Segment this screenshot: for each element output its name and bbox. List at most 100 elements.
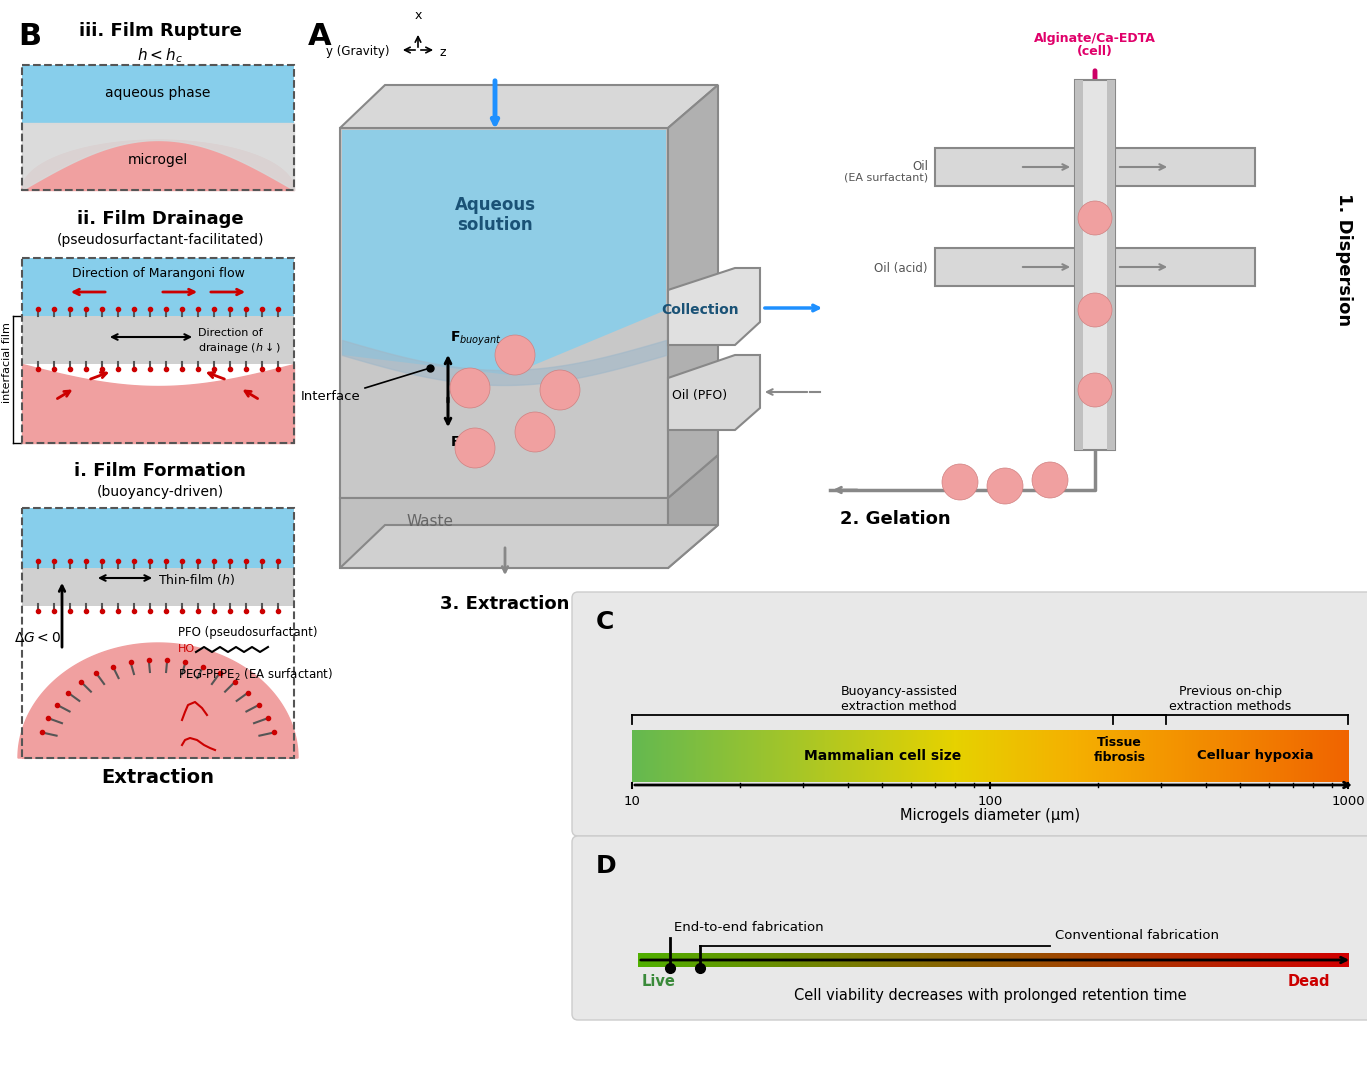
Bar <box>659 953 662 968</box>
Bar <box>1092 729 1095 782</box>
Bar <box>638 953 641 968</box>
Bar <box>1251 953 1254 968</box>
Bar <box>1208 953 1211 968</box>
Bar <box>997 953 999 968</box>
Bar <box>1074 953 1077 968</box>
Text: D: D <box>596 854 617 878</box>
Bar <box>1091 953 1094 968</box>
Bar <box>984 729 987 782</box>
Bar <box>1192 953 1195 968</box>
Text: drainage ($h\downarrow$): drainage ($h\downarrow$) <box>198 340 282 355</box>
Bar <box>1010 953 1013 968</box>
Bar <box>966 953 969 968</box>
Bar <box>707 953 709 968</box>
Bar <box>716 953 719 968</box>
Bar <box>835 953 838 968</box>
Bar <box>764 953 767 968</box>
Bar <box>1270 953 1273 968</box>
Bar <box>1182 953 1185 968</box>
Bar <box>644 953 647 968</box>
Bar <box>796 953 798 968</box>
Bar <box>890 729 893 782</box>
Bar <box>719 953 722 968</box>
Bar <box>1033 953 1036 968</box>
Bar <box>753 953 756 968</box>
Bar <box>982 729 984 782</box>
Bar <box>781 729 783 782</box>
Text: Celluar hypoxia: Celluar hypoxia <box>1196 749 1314 762</box>
Bar <box>919 953 921 968</box>
Text: Microgels diameter (μm): Microgels diameter (μm) <box>899 808 1080 823</box>
Bar <box>640 953 642 968</box>
Bar <box>999 729 1002 782</box>
Bar <box>1340 729 1342 782</box>
Bar <box>1150 953 1152 968</box>
Text: 1. Dispersion: 1. Dispersion <box>1336 193 1353 327</box>
Bar <box>849 953 852 968</box>
Bar <box>664 729 667 782</box>
Bar <box>718 729 720 782</box>
Bar <box>22 66 294 123</box>
Bar <box>1144 729 1147 782</box>
Bar <box>879 729 882 782</box>
Bar <box>785 953 789 968</box>
Bar <box>776 729 779 782</box>
Bar <box>979 729 982 782</box>
Bar <box>1083 729 1085 782</box>
Bar <box>871 953 874 968</box>
Bar <box>891 729 894 782</box>
Bar <box>1110 729 1113 782</box>
Bar <box>723 729 726 782</box>
Bar <box>1167 953 1170 968</box>
Bar <box>1344 729 1348 782</box>
Bar <box>793 953 796 968</box>
FancyBboxPatch shape <box>571 836 1367 1020</box>
Bar <box>831 729 834 782</box>
Text: interfacial film: interfacial film <box>1 322 12 403</box>
Bar <box>759 729 761 782</box>
Bar <box>1312 729 1315 782</box>
Bar <box>1296 729 1299 782</box>
Bar <box>734 953 737 968</box>
Bar <box>1001 953 1003 968</box>
Bar <box>1289 953 1292 968</box>
Bar <box>677 729 679 782</box>
Bar <box>1322 953 1325 968</box>
Bar <box>660 729 663 782</box>
Bar <box>994 729 997 782</box>
Bar <box>1249 729 1252 782</box>
Bar <box>1061 953 1064 968</box>
Bar <box>816 953 819 968</box>
Bar <box>1188 953 1191 968</box>
Bar <box>988 953 991 968</box>
Bar <box>822 729 824 782</box>
Bar <box>1336 953 1338 968</box>
Bar <box>1336 729 1338 782</box>
Bar <box>904 953 908 968</box>
Bar <box>1206 953 1208 968</box>
Bar <box>861 729 864 782</box>
Bar <box>1185 953 1188 968</box>
Bar <box>750 953 753 968</box>
Bar <box>686 953 689 968</box>
Bar <box>768 953 771 968</box>
Bar <box>805 729 808 782</box>
Bar <box>1203 953 1206 968</box>
Bar <box>1337 953 1340 968</box>
Bar <box>1271 953 1274 968</box>
Bar <box>1117 729 1120 782</box>
Bar <box>1147 729 1150 782</box>
Bar <box>986 953 988 968</box>
Bar <box>988 729 991 782</box>
Bar <box>1267 729 1270 782</box>
Bar <box>1274 953 1277 968</box>
Bar <box>971 729 973 782</box>
Bar <box>692 729 694 782</box>
Text: Tissue
fibrosis: Tissue fibrosis <box>1094 736 1146 764</box>
Bar <box>718 953 720 968</box>
Bar <box>802 729 805 782</box>
Bar <box>950 953 953 968</box>
Bar <box>1210 729 1213 782</box>
Bar <box>939 953 942 968</box>
Bar <box>763 729 766 782</box>
